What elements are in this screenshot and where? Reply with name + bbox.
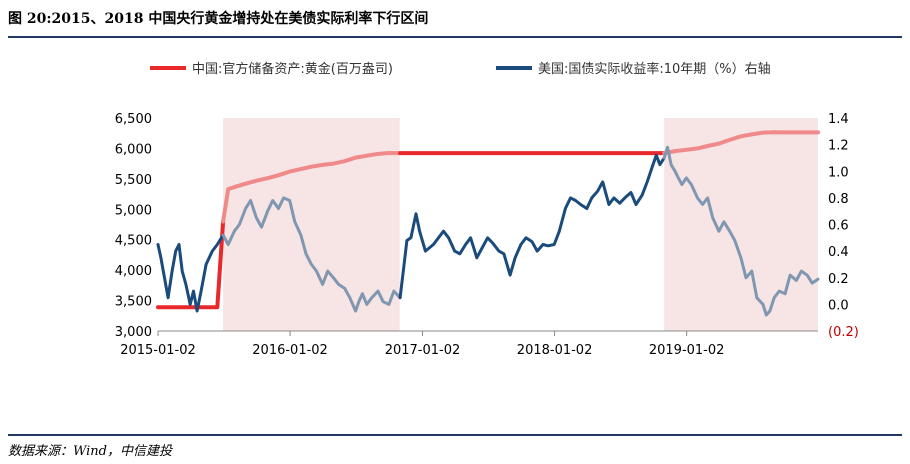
legend-label-real-yield: 美国:国债实际收益率:10年期（%）右轴: [538, 61, 771, 77]
source-divider: [8, 434, 902, 436]
y-left-tick-label: 3,000: [115, 325, 152, 340]
real-yield-series-segment-3: [662, 145, 820, 317]
chart: 3,000 3,500 4,000 4,500 5,000 5,500 6,000 6,500…: [115, 61, 859, 358]
real-yield-series-segment-1: [221, 196, 402, 313]
y-right-tick-label: 0.4: [828, 245, 849, 260]
x-tick-label: 2018-01-02: [517, 343, 593, 358]
gold-reserve-series-segment-3: [662, 130, 820, 156]
y-left-tick-label: 4,000: [115, 264, 152, 279]
y-right-tick-label: 0.6: [828, 219, 849, 234]
series-layer: [156, 130, 820, 317]
legend-label-gold: 中国:官方储备资产:黄金(百万盎司): [192, 61, 393, 77]
real-yield-series-segment-0: [156, 233, 225, 313]
y-left-tick-label: 6,500: [115, 112, 152, 127]
legend: 中国:官方储备资产:黄金(百万盎司) 美国:国债实际收益率:10年期（%）右轴: [150, 61, 771, 77]
y-left-tick-label: 5,500: [115, 173, 152, 188]
real-yield-series-segment-2: [398, 153, 666, 300]
x-tick-label: 2015-01-02: [120, 343, 196, 358]
shaded-period-1: [664, 118, 818, 331]
chart-title: 图 20:2015、2018 中国央行黄金增持处在美债实际利率下行区间: [8, 11, 429, 27]
y-left-tick-label: 3,500: [115, 295, 152, 310]
y-right-tick-label: 0.0: [828, 298, 849, 313]
axis-layer: 3,000 3,500 4,000 4,500 5,000 5,500 6,000 6,500…: [115, 112, 859, 358]
x-tick-label: 2016-01-02: [252, 343, 328, 358]
y-right-tick-label: 1.2: [828, 139, 849, 154]
y-right-tick-label: 0.8: [828, 192, 849, 207]
gold-reserve-series-segment-1: [221, 151, 403, 224]
y-left-tick-label: 6,000: [115, 142, 152, 157]
x-tick-label: 2019-01-02: [649, 343, 725, 358]
title-divider: [8, 36, 902, 38]
y-right-tick-label: 1.0: [828, 165, 849, 180]
shade-layer: [223, 118, 818, 331]
shaded-period-0: [223, 118, 400, 331]
x-tick-label: 2017-01-02: [385, 343, 461, 358]
source-note: 数据来源：Wind，中信建投: [8, 444, 172, 459]
y-right-tick-label: (0.2): [828, 325, 859, 340]
y-right-tick-label: 0.2: [828, 272, 849, 287]
y-left-tick-label: 4,500: [115, 234, 152, 249]
y-right-tick-label: 1.4: [828, 112, 849, 127]
y-left-tick-label: 5,000: [115, 203, 152, 218]
